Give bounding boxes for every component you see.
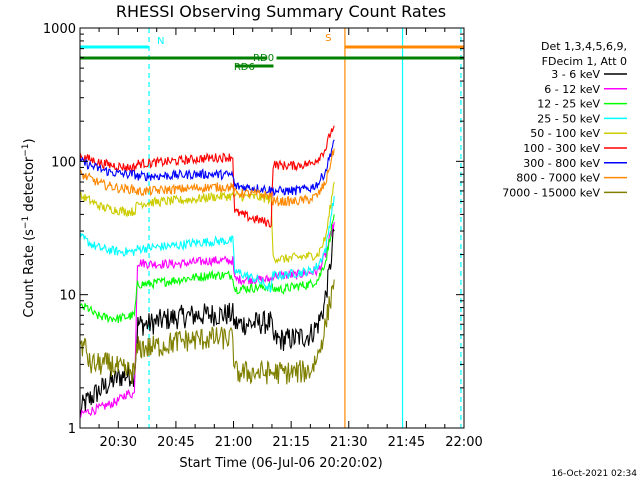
y-tick-label: 1 — [68, 422, 76, 437]
series-layer — [79, 125, 335, 419]
footer-timestamp: 16-Oct-2021 02:34 — [552, 469, 638, 479]
series-line-6 — [79, 139, 335, 197]
series-line-5 — [79, 125, 335, 228]
status-bars — [80, 45, 464, 68]
annotation-n: N — [157, 36, 164, 47]
x-axis: 20:30 20:45 21:00 21:15 21:30 21:45 22:00 — [98, 28, 483, 450]
series-line-4 — [79, 181, 335, 265]
x-tick-label: 20:45 — [157, 435, 194, 450]
y-axis-label: Count Rate (s−1 detector−1) — [21, 138, 37, 317]
legend-label: 300 - 800 keV — [523, 157, 600, 170]
legend-label: 50 - 100 keV — [530, 127, 600, 140]
y-tick-label: 10 — [59, 289, 76, 304]
y-tick-label: 100 — [51, 155, 76, 170]
legend-label: 3 - 6 keV — [551, 68, 600, 81]
series-line-1 — [79, 222, 335, 419]
y-axis: 1 10 100 1000 — [43, 22, 464, 437]
y-tick-label: 1000 — [43, 22, 76, 37]
event-lines — [148, 28, 462, 428]
legend-header-line: Det 1,3,4,5,6,9, — [541, 40, 627, 53]
x-tick-label: 21:45 — [388, 435, 425, 450]
legend-header-line: FDecim 1, Att 0 — [542, 55, 627, 68]
series-line-2 — [79, 214, 335, 324]
series-line-7 — [79, 148, 335, 207]
series-line-0 — [79, 228, 335, 416]
x-tick-label: 21:15 — [272, 435, 309, 450]
legend-label: 7000 - 15000 keV — [502, 186, 600, 199]
legend-label: 25 - 50 keV — [537, 112, 600, 125]
legend-label: 100 - 300 keV — [523, 142, 600, 155]
annotation-rd0: RD0 — [253, 53, 274, 64]
legend-label: 6 - 12 keV — [544, 83, 600, 96]
series-line-3 — [79, 195, 335, 293]
annotation-s: S — [325, 33, 331, 44]
legend-label: 12 - 25 keV — [537, 98, 600, 111]
legend-label: 800 - 7000 keV — [516, 172, 600, 185]
chart-title: RHESSI Observing Summary Count Rates — [116, 2, 446, 21]
x-axis-label: Start Time (06-Jul-06 20:20:02) — [179, 456, 382, 471]
x-tick-label: 20:30 — [100, 435, 137, 450]
legend: Det 1,3,4,5,6,9, FDecim 1, Att 03 - 6 keV… — [502, 40, 627, 199]
x-tick-label: 22:00 — [445, 435, 482, 450]
x-tick-label: 21:00 — [215, 435, 252, 450]
annotation-rd6: RD6 — [234, 62, 255, 73]
series-line-8 — [79, 279, 335, 385]
x-tick-label: 21:30 — [330, 435, 367, 450]
